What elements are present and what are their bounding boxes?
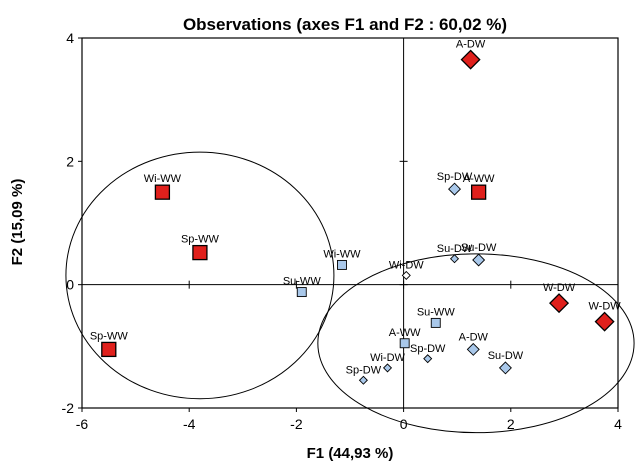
data-point-sp-dw [423, 354, 433, 364]
data-point-a-ww [399, 338, 410, 349]
x-tick-label: -6 [76, 416, 89, 432]
group-ellipse [65, 151, 335, 400]
data-point-su-dw [449, 254, 460, 264]
x-tick-label: 4 [614, 416, 622, 432]
confidence-ellipses [65, 151, 635, 434]
point-label: W-DW [543, 282, 576, 294]
data-point-w-dw [549, 293, 570, 314]
point-label: A-WW [463, 173, 495, 185]
y-tick-label: 2 [66, 153, 74, 169]
data-point-su-ww [430, 317, 441, 328]
point-label: Sp-DW [437, 171, 473, 183]
data-point-wi-dw [401, 270, 411, 280]
point-label: Su-WW [417, 306, 456, 318]
data-point-su-dw [472, 253, 486, 267]
point-label: A-DW [456, 38, 486, 50]
plot-frame [81, 37, 619, 409]
data-point-wi-dw [382, 363, 393, 373]
data-point-a-dw [460, 49, 481, 70]
y-tick-label: 4 [66, 30, 74, 46]
x-tick-label: -4 [183, 416, 196, 432]
data-point-su-ww [296, 287, 307, 298]
data-point-sp-ww [192, 244, 208, 261]
point-label: W-DW [589, 301, 622, 313]
data-point-wi-ww [337, 259, 347, 270]
chart-title: Observations (axes F1 and F2 : 60,02 %) [183, 15, 507, 34]
data-point-su-dw [498, 361, 512, 375]
data-point-w-dw [594, 311, 615, 332]
y-axis-label: F2 (15,09 %) [9, 179, 26, 266]
data-point-sp-ww [101, 341, 117, 358]
point-label: Sp-WW [90, 330, 129, 342]
x-tick-label: 0 [400, 416, 408, 432]
y-tick-label: -2 [62, 400, 75, 416]
point-label: Su-DW [437, 243, 473, 255]
point-label: Su-WW [283, 276, 322, 288]
zero-axes [81, 37, 619, 409]
x-tick-label: -2 [290, 416, 303, 432]
x-axis-label: F1 (44,93 %) [307, 445, 394, 462]
point-label: A-WW [389, 327, 421, 339]
data-point-sp-dw [358, 375, 368, 385]
x-ticks: -6 -4 -2 0 2 4 [76, 408, 622, 432]
point-label: Wi-WW [323, 248, 361, 260]
point-label: Sp-DW [346, 364, 382, 376]
point-label: Sp-WW [181, 234, 220, 246]
data-point-sp-dw [448, 182, 462, 196]
data-point-a-ww [470, 184, 487, 200]
x-tick-label: 2 [507, 416, 515, 432]
point-label: A-DW [459, 332, 489, 344]
point-label: Wi-DW [389, 260, 424, 272]
data-point-wi-ww [154, 184, 171, 200]
group-ellipse [317, 253, 635, 434]
point-labels: A-DWSp-DWA-WWWi-WWSp-WWWi-WWSu-WWWi-DWSu… [90, 38, 621, 376]
y-tick-label: 0 [66, 277, 74, 293]
data-points [101, 49, 615, 385]
point-label: Sp-DW [410, 343, 446, 355]
data-point-a-dw [466, 342, 480, 356]
point-label: Wi-DW [370, 352, 405, 364]
point-label: Su-DW [461, 242, 497, 254]
point-label: Su-DW [488, 350, 524, 362]
y-ticks: -2 0 2 4 [62, 30, 82, 416]
point-label: Wi-WW [144, 173, 182, 185]
